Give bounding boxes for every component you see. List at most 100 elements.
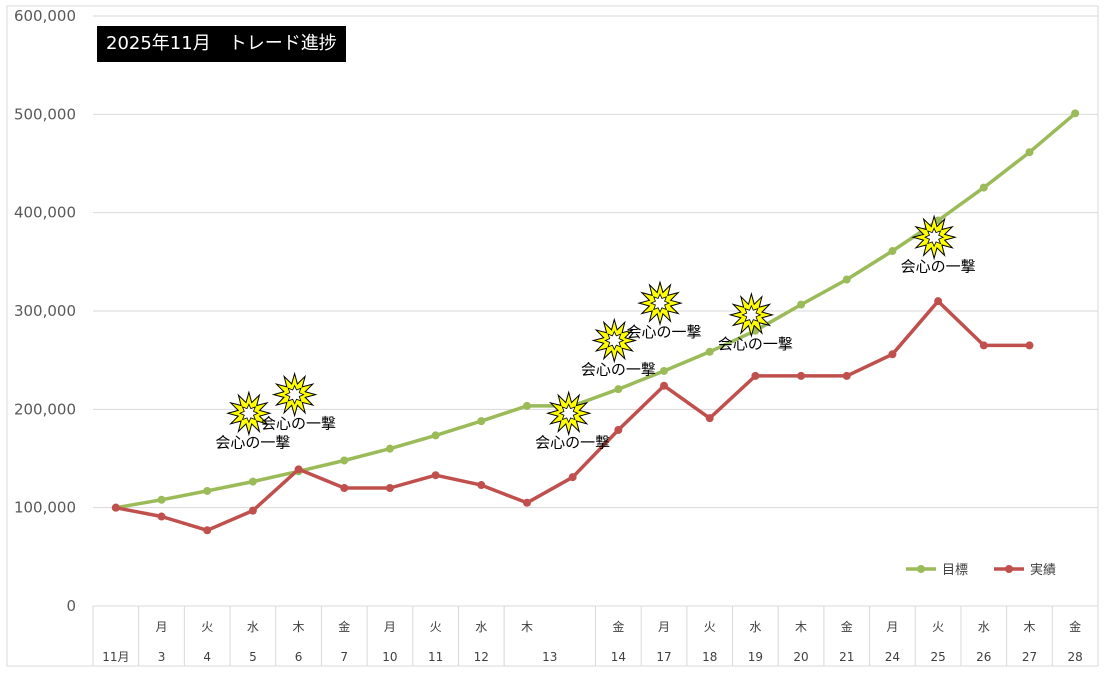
series-1-point-2 [203, 526, 212, 535]
x-weekday-label-14: 水 [749, 620, 761, 634]
x-day-label-0: 11月 [102, 650, 129, 664]
series-1-point-19 [979, 341, 988, 350]
x-day-label-14: 19 [748, 650, 763, 664]
x-weekday-label-16: 金 [841, 619, 853, 634]
x-weekday-label-1: 月 [156, 620, 168, 634]
annotation-0: 会心の一撃 [215, 390, 290, 451]
series-1-point-11 [614, 425, 623, 434]
series-0-point-11 [614, 385, 623, 394]
annotation-2: 会心の一撃 [535, 390, 610, 451]
starburst-inner-icon [924, 227, 945, 248]
annotation-label-3: 会心の一撃 [581, 361, 656, 379]
series-0-point-20 [1025, 148, 1034, 157]
x-day-label-3: 5 [249, 650, 257, 664]
annotation-1: 会心の一撃 [261, 371, 336, 433]
starburst-inner-icon [558, 403, 579, 424]
annotation-3: 会心の一撃 [581, 317, 656, 379]
series-0-point-19 [979, 183, 988, 192]
x-day-label-11: 14 [611, 650, 626, 664]
starburst-inner-icon [604, 330, 625, 351]
x-weekday-label-12: 月 [658, 620, 670, 634]
x-day-label-20: 27 [1022, 650, 1037, 664]
annotation-label-0: 会心の一撃 [215, 433, 290, 451]
starburst-inner-icon [741, 304, 762, 325]
legend-marker-0 [917, 565, 925, 573]
y-tick-label-4: 400,000 [14, 204, 76, 222]
x-weekday-label-17: 月 [886, 620, 898, 634]
annotation-label-1: 会心の一撃 [261, 415, 336, 433]
x-day-label-8: 12 [474, 650, 489, 664]
x-weekday-label-21: 金 [1069, 619, 1081, 634]
x-weekday-label-9: 木 [521, 620, 533, 634]
x-weekday-label-6: 月 [384, 620, 396, 634]
series-1-point-10 [568, 473, 577, 482]
legend-label-1: 実績 [1030, 562, 1056, 578]
series-0-point-7 [431, 431, 440, 440]
series-0-point-15 [797, 300, 806, 309]
annotation-label-2: 会心の一撃 [535, 433, 610, 451]
series-1-point-8 [477, 481, 486, 490]
x-day-label-9: 13 [542, 650, 557, 664]
x-weekday-label-19: 水 [978, 620, 990, 634]
series-0-point-3 [248, 477, 257, 486]
series-0-point-5 [340, 456, 349, 465]
series-1-point-3 [248, 506, 257, 515]
x-day-label-7: 11 [428, 650, 443, 664]
x-weekday-label-13: 火 [704, 620, 716, 634]
x-day-label-16: 21 [839, 650, 854, 664]
annotation-label-4: 会心の一撃 [627, 323, 702, 341]
annotation-6: 会心の一撃 [901, 214, 976, 275]
series-1-point-15 [797, 371, 806, 380]
x-weekday-label-4: 木 [293, 620, 305, 634]
x-weekday-label-2: 火 [201, 620, 213, 634]
x-weekday-label-20: 木 [1023, 620, 1035, 634]
x-day-label-6: 10 [382, 650, 397, 664]
x-weekday-label-5: 金 [338, 619, 350, 634]
series-0-point-12 [660, 366, 669, 375]
annotation-label-5: 会心の一撃 [718, 335, 793, 353]
y-tick-label-6: 600,000 [14, 7, 76, 25]
series-1-point-4 [294, 465, 303, 474]
x-weekday-label-3: 水 [247, 620, 259, 634]
series-0-point-16 [842, 275, 851, 284]
x-day-label-2: 4 [203, 650, 211, 664]
y-tick-label-3: 300,000 [14, 302, 76, 320]
series-1-point-0 [111, 503, 120, 512]
series-1-point-13 [705, 414, 714, 423]
legend-label-0: 目標 [942, 563, 968, 578]
x-day-label-12: 17 [656, 650, 671, 664]
series-1-point-1 [157, 512, 166, 521]
starburst-inner-icon [284, 384, 305, 405]
x-day-label-19: 26 [976, 650, 991, 664]
series-1-point-5 [340, 484, 349, 492]
x-day-label-13: 18 [702, 650, 717, 664]
series-0-point-21 [1071, 109, 1080, 118]
x-day-label-15: 20 [793, 650, 808, 664]
chart-title: 2025年11月 トレード進捗 [97, 26, 346, 62]
x-day-label-4: 6 [295, 650, 303, 664]
series-1-point-9 [522, 498, 531, 507]
series-0-point-8 [477, 417, 486, 426]
starburst-inner-icon [238, 403, 259, 424]
legend-entry-0: 目標 [906, 563, 968, 578]
series-1-point-7 [431, 471, 440, 480]
x-weekday-label-8: 水 [475, 620, 487, 634]
series-0-point-17 [888, 247, 897, 256]
series-1-point-16 [842, 371, 851, 380]
y-tick-label-5: 500,000 [14, 105, 76, 123]
series-0-point-6 [385, 444, 394, 453]
y-tick-label-0: 0 [66, 597, 76, 615]
x-weekday-label-7: 火 [430, 620, 442, 634]
y-tick-label-2: 200,000 [14, 400, 76, 418]
x-day-label-5: 7 [340, 650, 348, 664]
annotation-label-6: 会心の一撃 [901, 257, 976, 275]
series-1-point-20 [1025, 341, 1034, 350]
starburst-inner-icon [649, 293, 671, 314]
series-1-point-14 [751, 371, 760, 380]
x-day-label-21: 28 [1068, 650, 1083, 664]
x-weekday-label-18: 火 [932, 620, 944, 634]
annotation-5: 会心の一撃 [718, 292, 793, 353]
series-0-point-9 [522, 401, 531, 410]
x-weekday-label-15: 木 [795, 620, 807, 634]
